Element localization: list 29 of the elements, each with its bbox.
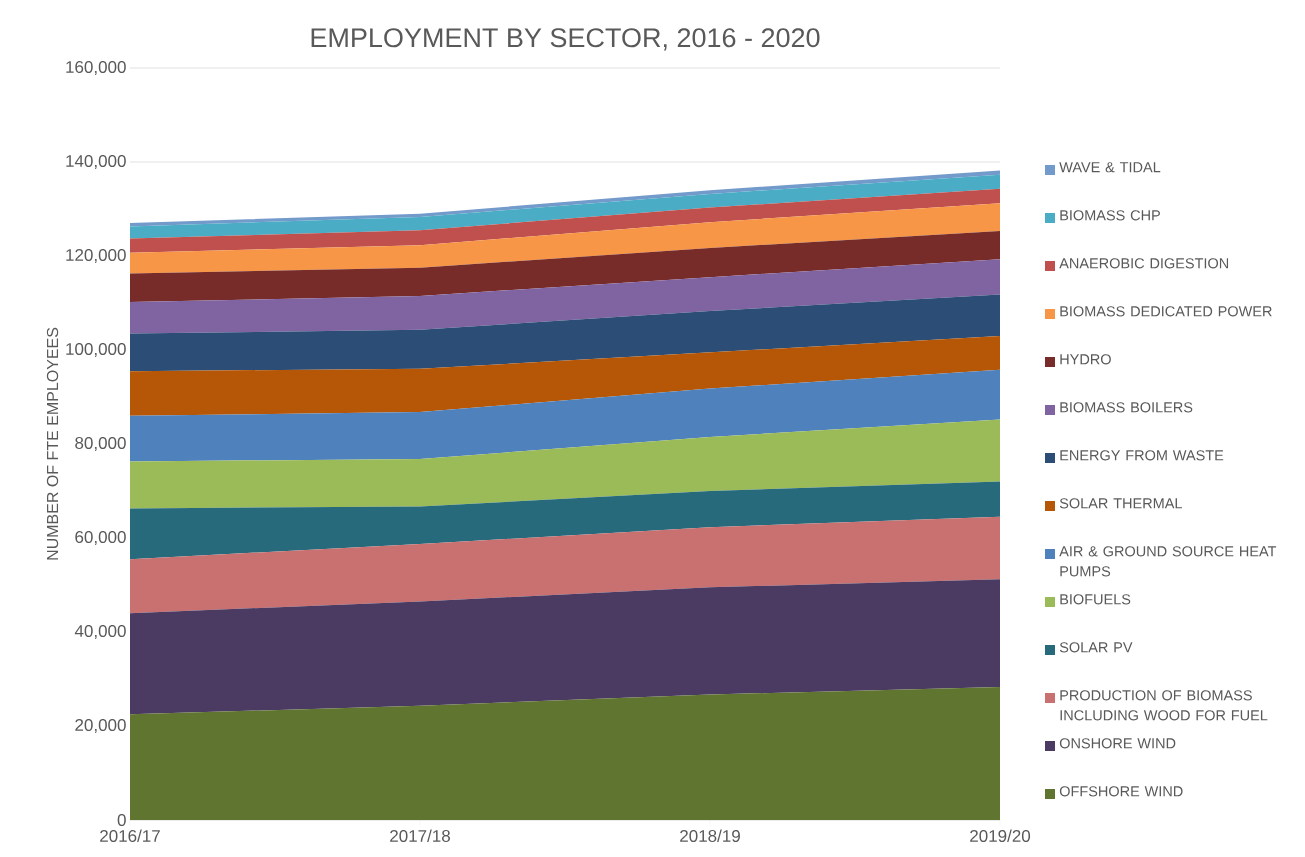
x-tick-label: 2018/19 [680, 829, 740, 843]
legend-label: OFFSHORE WIND [1059, 786, 1183, 797]
y-tick-label: 40,000 [74, 624, 126, 640]
y-tick-label: 60,000 [75, 530, 126, 546]
y-tick-label: 100,000 [66, 342, 126, 358]
legend-label: WAVE & TIDAL [1059, 162, 1161, 173]
y-tick-label: 120,000 [66, 248, 126, 264]
legend-label: ANAEROBIC DIGESTION [1059, 258, 1229, 269]
legend-label: BIOMASS DEDICATED POWER [1060, 306, 1272, 317]
y-tick-label: 0 [117, 813, 126, 827]
y-tick-label: 80,000 [75, 436, 126, 452]
legend-label: PRODUCTION OF BIOMASS INCLUDING WOOD FOR FUEL [1060, 690, 1268, 721]
legend-label: BIOMASS CHP [1060, 210, 1160, 221]
y-tick-label: 20,000 [75, 718, 126, 734]
x-tick-label: 2017/18 [390, 829, 450, 843]
y-tick-label: 160,000 [66, 60, 126, 76]
legend-label: BIOMASS BOILERS [1060, 402, 1193, 413]
y-tick-label: 140,000 [66, 154, 126, 170]
legend-label: SOLAR THERMAL [1059, 498, 1182, 509]
legend-label: AIR & GROUND SOURCE HEAT PUMPS [1059, 546, 1277, 577]
legend-label: HYDRO [1060, 354, 1111, 365]
x-tick-label: 2016/17 [100, 829, 160, 843]
legend-label: ONSHORE WIND [1059, 738, 1176, 749]
chart-title: EMPLOYMENT BY SECTOR, 2016 - 2020 [311, 28, 820, 51]
legend-label: ENERGY FROM WASTE [1060, 450, 1224, 461]
legend-label: BIOFUELS [1060, 594, 1131, 605]
x-tick-label: 2019/20 [970, 829, 1031, 843]
y-axis-title: NUMBER OF FTE EMPLOYEES [46, 327, 59, 560]
legend-label: SOLAR PV [1059, 642, 1133, 653]
